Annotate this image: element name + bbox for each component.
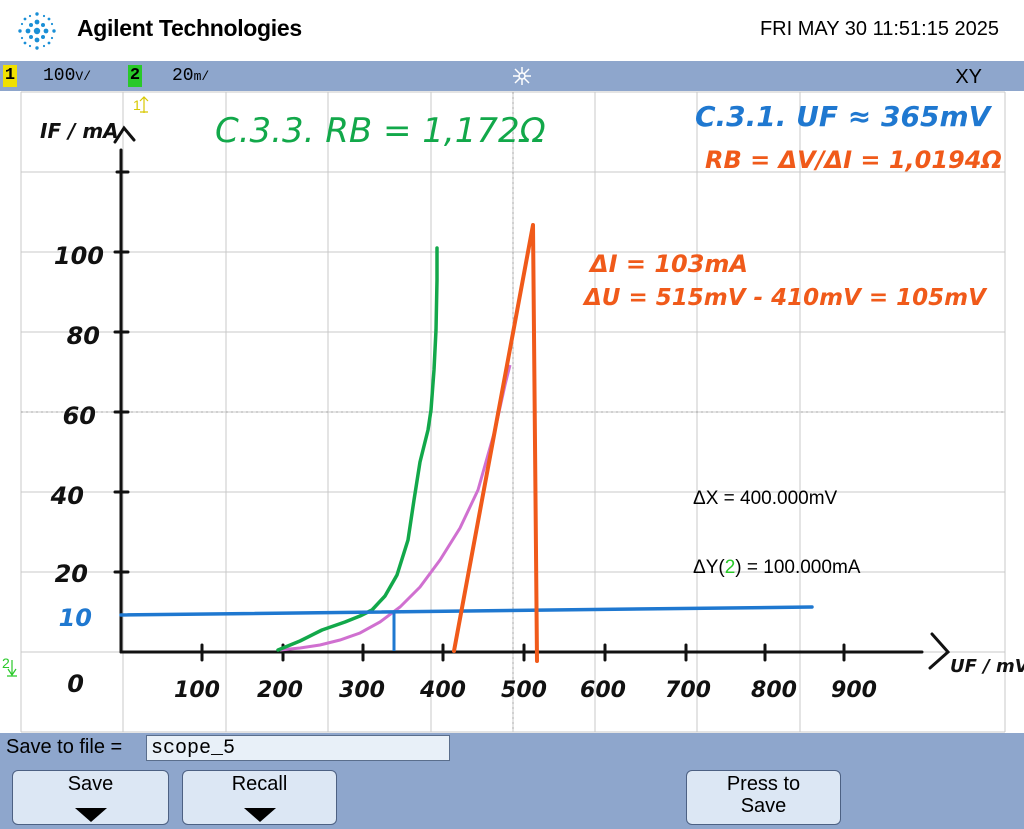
x-tick-label: 500 [501, 678, 547, 703]
press-to-save-label-line1: Press to [726, 773, 801, 795]
channel-1-marker-icon [139, 96, 149, 113]
y-mark-10-label: 10 [59, 604, 92, 632]
arrow-down-icon [74, 808, 107, 822]
press-to-save-softkey[interactable]: Press to Save [686, 770, 841, 825]
blue-annotation: C.3.1. UF ≈ 365mV [695, 100, 993, 133]
agilent-logo-icon [18, 12, 56, 50]
header: Agilent Technologies FRI MAY 30 11:51:15… [0, 0, 1024, 61]
trigger-status-icon [513, 67, 531, 85]
delta-y-readout: ΔY(2) = 100.000mA [693, 557, 861, 578]
x-axis-label: UF / mV [950, 656, 1024, 677]
green-annotation: C.3.3. RB = 1,172Ω [215, 111, 546, 151]
channel-2-marker-icon [7, 660, 17, 677]
xy-display: 1 2 IF / mA UF / mV 100 80 60 40 20 10 0… [2, 91, 1024, 733]
softkey-bar: Save to file = scope_5 Save Recall Press… [0, 733, 1024, 829]
blue-10ma-line [119, 605, 814, 617]
y-tick-label: 60 [63, 402, 96, 430]
orange-annotation-rb: RB = ΔV/ΔI = 1,0194Ω [705, 146, 1002, 174]
channel-2-scale[interactable]: 20m/ [172, 66, 209, 86]
x-tick-label: 400 [419, 678, 466, 703]
orange-annotation-delta-u: ΔU = 515mV - 410mV = 105mV [582, 285, 988, 311]
channel-2-scale-value: 20 [172, 66, 194, 86]
channel-2-indicator[interactable]: 2 [128, 65, 142, 87]
x-tick-label: 700 [665, 678, 711, 703]
delta-y-suffix: ) = 100.000mA [735, 557, 860, 578]
green-curve [276, 246, 439, 652]
recall-softkey-label: Recall [231, 773, 288, 795]
delta-x-readout: ΔX = 400.000mV [693, 488, 838, 509]
origin-label: 0 [67, 670, 84, 698]
y-tick-label: 100 [54, 242, 104, 270]
y-axis-label: IF / mA [40, 119, 119, 143]
brand-name: Agilent Technologies [77, 15, 302, 41]
orange-tangent [452, 223, 539, 663]
press-to-save-label-line2: Save [740, 795, 787, 817]
channel-1-scale[interactable]: 100V/ [43, 66, 91, 86]
y-tick-label: 20 [55, 560, 88, 588]
delta-y-prefix: ΔY( [693, 557, 725, 578]
save-softkey-label: Save [67, 773, 114, 795]
channel-1-marker: 1 [133, 97, 141, 113]
hand-drawn-axes [113, 125, 951, 670]
volt-per-div-unit: V/ [75, 69, 92, 84]
milli-unit: m/ [193, 69, 210, 84]
x-tick-label: 300 [339, 678, 385, 703]
channel-2-marker: 2 [2, 655, 10, 671]
y-tick-label: 40 [50, 482, 84, 510]
graticule-center-lines [21, 92, 1005, 732]
save-to-file-label: Save to file = [6, 736, 123, 758]
x-tick-label: 600 [580, 678, 626, 703]
channel-1-scale-value: 100 [43, 66, 76, 86]
orange-annotation-delta-i: ΔI = 103mA [588, 250, 748, 278]
status-bar: 1 100V/ 2 20m/ XY [0, 61, 1024, 91]
filename-field[interactable]: scope_5 [146, 735, 450, 761]
delta-y-channel: 2 [725, 557, 736, 578]
arrow-down-icon [243, 808, 276, 822]
x-tick-label: 900 [831, 678, 877, 703]
channel-1-indicator[interactable]: 1 [3, 65, 17, 87]
save-softkey[interactable]: Save [12, 770, 169, 825]
display-mode: XY [955, 66, 982, 88]
y-tick-label: 80 [67, 322, 100, 350]
x-tick-label: 200 [257, 678, 303, 703]
recall-softkey[interactable]: Recall [182, 770, 337, 825]
datetime: FRI MAY 30 11:51:15 2025 [759, 18, 999, 40]
x-tick-label: 100 [174, 678, 220, 703]
x-tick-label: 800 [751, 678, 797, 703]
